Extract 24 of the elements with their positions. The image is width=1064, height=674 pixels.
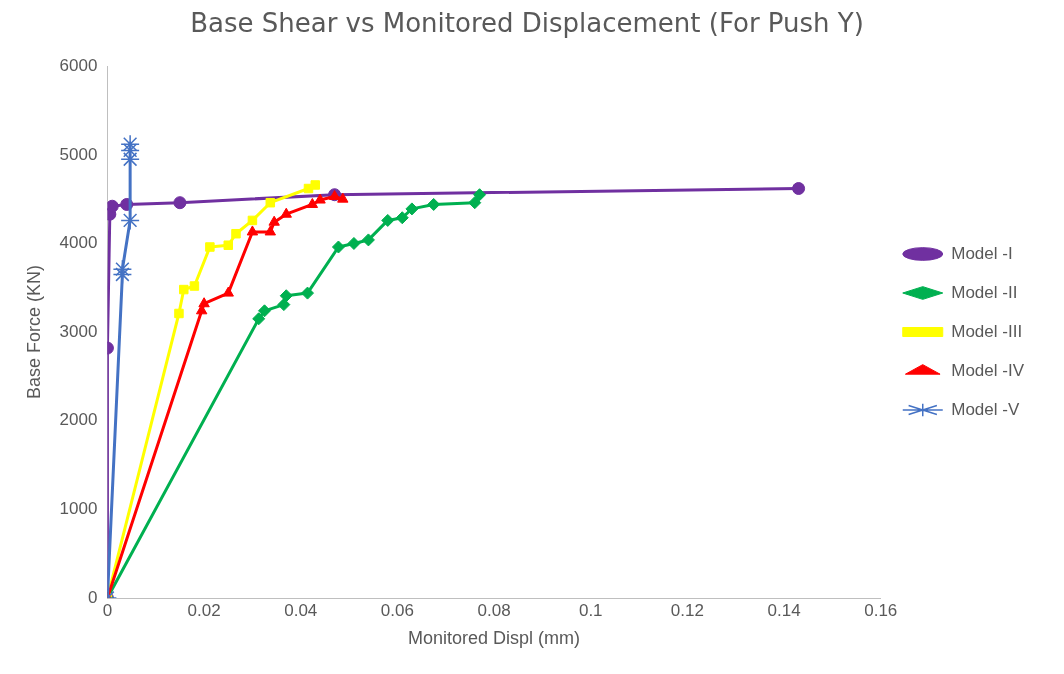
y-tick-label: 3000 [59, 321, 98, 341]
y-tick-label: 6000 [59, 55, 98, 75]
legend-label: Model -V [951, 399, 1020, 419]
x-tick-label: 0.02 [187, 600, 221, 620]
y-tick-label: 1000 [59, 499, 98, 519]
x-tick-label: 0.12 [670, 600, 704, 620]
x-tick-label: 0.08 [477, 600, 511, 620]
y-tick-label: 2000 [59, 410, 98, 430]
x-tick-label: 0.1 [578, 600, 603, 620]
y-tick-label: 4000 [59, 233, 98, 253]
chart-title: Base Shear vs Monitored Displacement (For Push Y) [190, 8, 864, 39]
y-tick-label: 0 [87, 587, 98, 607]
legend-label: Model -IV [951, 360, 1025, 380]
y-tick-label: 5000 [59, 144, 98, 164]
y-axis-title: Base Force (KN) [23, 265, 44, 400]
legend-label: Model -III [951, 321, 1023, 341]
legend-label: Model -I [951, 243, 1013, 263]
x-tick-label: 0.04 [284, 600, 318, 620]
x-axis-title: Monitored Displ (mm) [408, 628, 581, 649]
x-tick-label: 0.14 [767, 600, 801, 620]
x-tick-label: 0.06 [380, 600, 414, 620]
x-tick-label: 0 [102, 600, 113, 620]
x-tick-label: 0.16 [864, 600, 898, 620]
legend-label: Model -II [951, 282, 1018, 302]
